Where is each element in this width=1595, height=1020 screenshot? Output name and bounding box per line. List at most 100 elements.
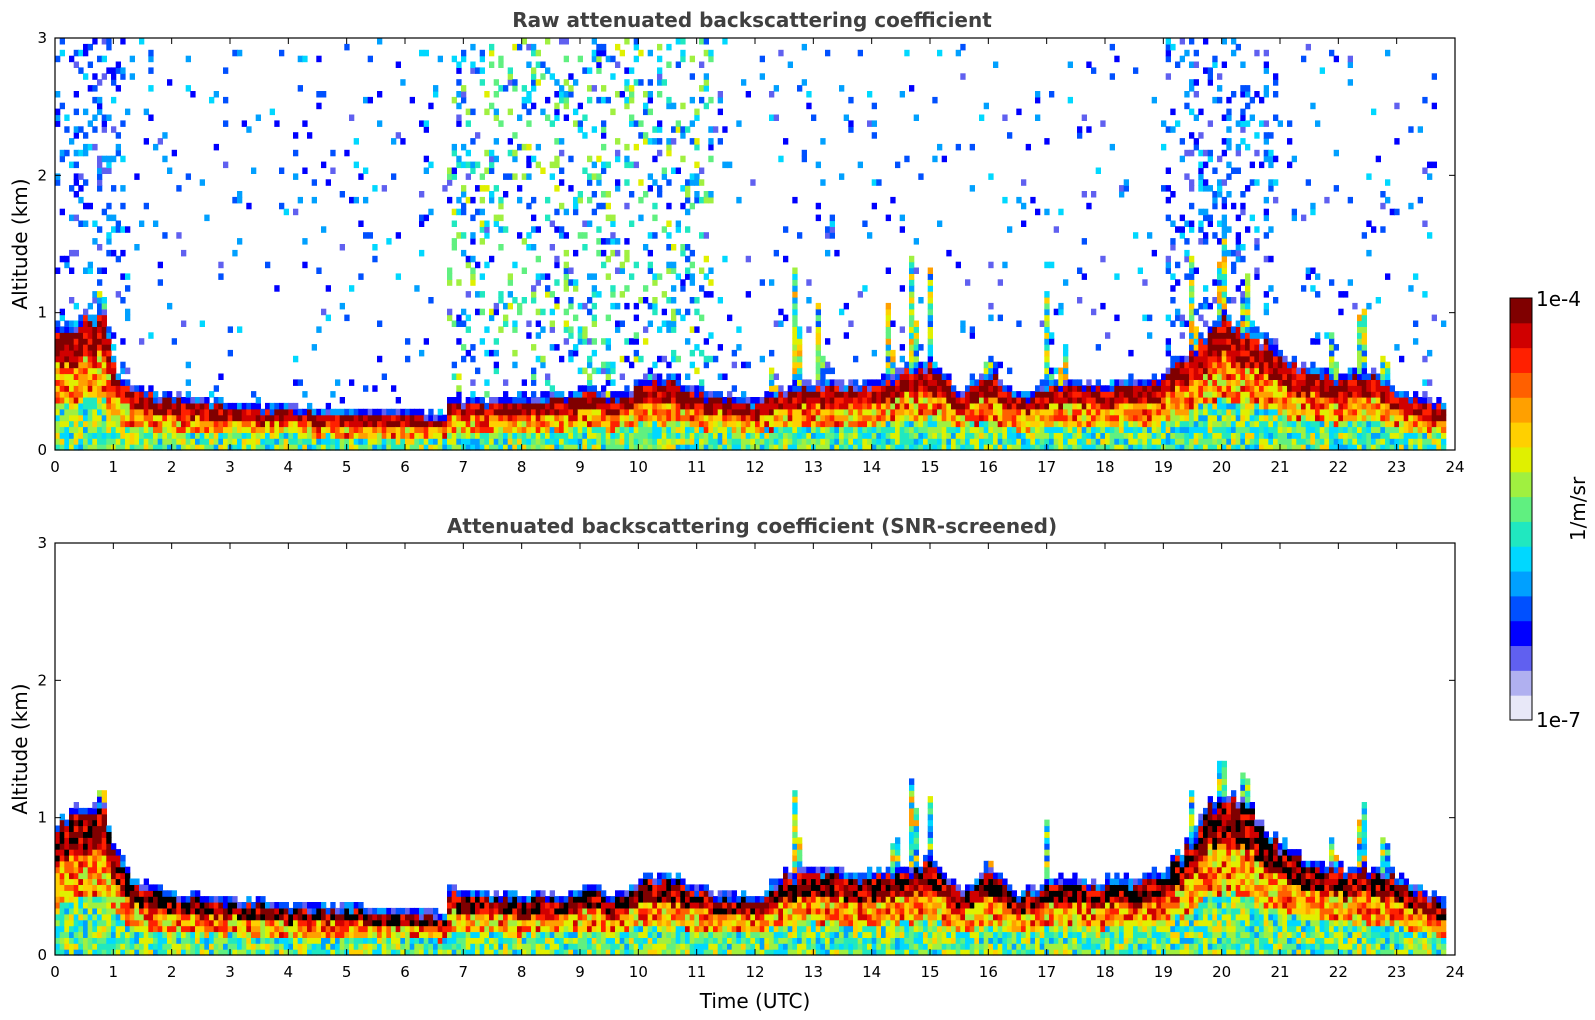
heatmap-cell [848,391,854,398]
heatmap-cell [316,408,322,416]
heatmap-cell [1231,167,1237,174]
heatmap-cell [708,267,714,274]
heatmap-cell [92,297,98,304]
heatmap-cell [899,444,905,451]
heatmap-cell [1142,426,1148,433]
heatmap-cell [1058,379,1064,386]
heatmap-cell [465,408,471,416]
heatmap-cell [573,344,579,351]
heatmap-cell [1165,391,1171,398]
heatmap-cell [615,420,621,428]
heatmap-cell [64,373,70,380]
heatmap-cell [1240,320,1246,327]
heatmap-cell [213,432,219,439]
heatmap-cell [223,444,229,451]
heatmap-cell [1254,391,1260,398]
heatmap-cell [745,432,751,439]
heatmap-cell [1207,326,1213,333]
heatmap-cell [708,355,714,363]
heatmap-cell [526,402,532,410]
heatmap-cell [927,344,933,351]
heatmap-cell [573,414,579,422]
heatmap-cell [447,397,453,404]
heatmap-cell [661,420,667,428]
heatmap-cell [773,438,779,445]
heatmap-cell [853,408,859,416]
heatmap-cell [195,444,201,451]
heatmap-cell [783,444,789,451]
heatmap-cell [461,232,467,239]
heatmap-cell [680,55,686,63]
heatmap-cell [1091,308,1097,316]
heatmap-cell [395,426,401,433]
heatmap-cell [1142,444,1148,451]
heatmap-cell [666,179,672,186]
heatmap-cell [638,438,644,445]
heatmap-cell [274,285,280,292]
heatmap-cell [456,61,462,68]
heatmap-cell [778,420,784,428]
heatmap-cell [498,408,504,416]
heatmap-cell [1114,379,1120,386]
heatmap-cell [783,420,789,428]
heatmap-cell [349,285,355,292]
heatmap-cell [703,196,709,204]
heatmap-cell [1175,408,1181,416]
heatmap-cell [909,373,915,380]
heatmap-cell [419,408,425,416]
heatmap-cell [1273,91,1279,98]
heatmap-cell [1198,173,1204,180]
heatmap-cell [1044,361,1050,369]
heatmap-cell [353,196,359,204]
heatmap-cell [680,314,686,322]
heatmap-cell [1198,338,1204,345]
heatmap-cell [605,408,611,416]
heatmap-cell [797,332,803,339]
heatmap-cell [409,426,415,433]
heatmap-cell [573,108,579,116]
heatmap-cell [1263,120,1269,127]
heatmap-cell [829,379,835,386]
heatmap-cell [59,314,65,322]
heatmap-cell [358,220,364,227]
heatmap-cell [517,414,523,422]
heatmap-cell [610,302,616,310]
heatmap-cell [1044,385,1050,392]
heatmap-cell [1240,426,1246,433]
heatmap-cell [153,438,159,445]
heatmap-cell [372,414,378,422]
heatmap-cell [666,361,672,369]
heatmap-cell [839,438,845,445]
heatmap-cell [587,408,593,416]
heatmap-cell [1170,426,1176,433]
heatmap-cell [232,402,238,410]
heatmap-cell [1231,361,1237,369]
heatmap-cell [1268,361,1274,369]
heatmap-cell [120,420,126,428]
heatmap-cell [129,432,135,439]
heatmap-cell [456,373,462,380]
heatmap-cell [526,408,532,416]
heatmap-cell [974,391,980,398]
heatmap-cell [652,279,658,286]
heatmap-cell [755,438,761,445]
heatmap-cell [64,355,70,363]
heatmap-cell [1259,367,1265,375]
heatmap-cell [932,379,938,386]
heatmap-cell [1100,426,1106,433]
heatmap-cell [1259,438,1265,445]
heatmap-cell [993,420,999,428]
heatmap-cell [479,67,485,74]
heatmap-cell [652,373,658,380]
heatmap-cell [671,326,677,333]
heatmap-cell [988,444,994,451]
heatmap-cell [741,420,747,428]
heatmap-cell [1077,414,1083,422]
heatmap-cell [559,96,565,104]
heatmap-cell [843,332,849,339]
heatmap-cell [83,355,89,363]
heatmap-cell [787,402,793,410]
heatmap-cell [1072,432,1078,439]
heatmap-cell [129,397,135,404]
heatmap-cell [1221,397,1227,404]
